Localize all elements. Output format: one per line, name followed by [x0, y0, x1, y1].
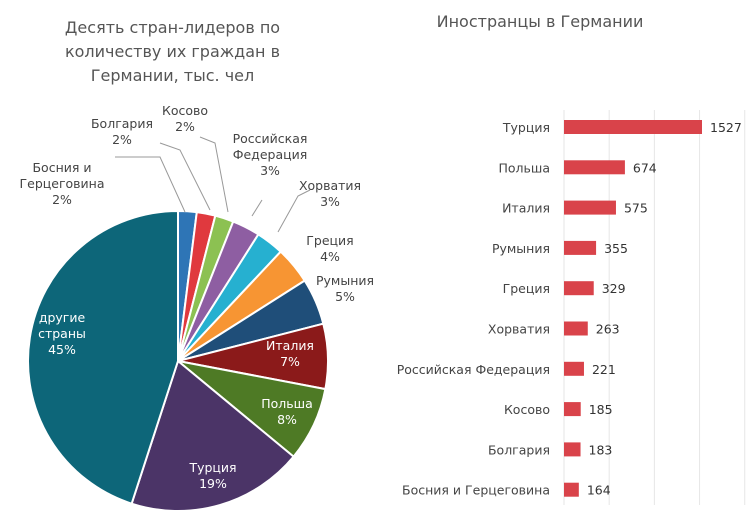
- bar-value-label: 221: [592, 362, 616, 377]
- bar-title: Иностранцы в Германии: [436, 12, 644, 31]
- bar-category-label: Греция: [503, 281, 550, 296]
- pie-slice-label: Польша: [261, 396, 313, 411]
- pie-slice-percent: 8%: [277, 412, 297, 427]
- bar: [564, 120, 702, 134]
- bar: [564, 160, 625, 175]
- leader-line: [159, 142, 211, 211]
- pie-slice-label: страны: [38, 326, 86, 341]
- pie-slice-label: другие: [39, 310, 86, 325]
- pie-slice: [27, 209, 179, 505]
- pie-slice-percent: 3%: [320, 194, 340, 209]
- pie-slice-label: Румыния: [316, 273, 374, 288]
- bar: [564, 321, 588, 336]
- pie-slice-percent: 2%: [112, 132, 132, 147]
- bar-category-label: Косово: [504, 402, 550, 417]
- pie-slice-label: Федерация: [233, 147, 308, 162]
- pie-slice-label: Греция: [306, 233, 353, 248]
- pie-slice-label: Российская: [233, 131, 308, 146]
- pie-slice-percent: 2%: [52, 192, 72, 207]
- pie-slice-percent: 3%: [260, 163, 280, 178]
- bar-value-label: 329: [602, 281, 626, 296]
- bar-category-label: Российская Федерация: [397, 362, 550, 377]
- bar-value-label: 164: [587, 483, 611, 498]
- leader-line: [115, 156, 186, 213]
- pie-slice-percent: 7%: [280, 354, 300, 369]
- bar: [564, 442, 581, 457]
- leader-line: [251, 199, 263, 217]
- bar-category-label: Босния и Герцеговина: [402, 483, 550, 498]
- bar-value-label: 1527: [710, 120, 742, 135]
- bar: [564, 361, 584, 376]
- pie-slice-label: Герцеговина: [20, 176, 105, 191]
- bar: [564, 281, 594, 296]
- bar-value-label: 355: [604, 241, 628, 256]
- pie-slice-label: Хорватия: [299, 178, 361, 193]
- pie-slice-percent: 4%: [320, 249, 340, 264]
- bar-category-label: Болгария: [488, 442, 550, 457]
- pie-slice-percent: 5%: [335, 289, 355, 304]
- pie-slice-label: Косово: [162, 103, 208, 118]
- pie-slice-percent: 19%: [199, 476, 227, 491]
- pie-slice-percent: 45%: [48, 342, 76, 357]
- pie-title-line: Германии, тыс. чел: [90, 66, 255, 85]
- pie-slice-percent: 2%: [175, 119, 195, 134]
- pie-slice-label: Болгария: [91, 116, 153, 131]
- pie-slice-label: Босния и: [32, 160, 91, 175]
- pie-slice-label: Турция: [188, 460, 236, 475]
- bar-value-label: 575: [624, 201, 648, 216]
- bar-category-label: Румыния: [492, 241, 550, 256]
- pie-title-line: Десять стран-лидеров по: [64, 18, 281, 37]
- bar: [564, 200, 616, 215]
- bar-category-label: Турция: [502, 120, 550, 135]
- bar-category-label: Италия: [502, 201, 550, 216]
- bar-value-label: 185: [589, 402, 613, 417]
- pie-slice: [130, 359, 295, 512]
- pie-slice-label: Италия: [266, 338, 314, 353]
- bar-category-label: Польша: [498, 160, 550, 175]
- leader-line: [277, 189, 311, 233]
- bar: [564, 402, 581, 417]
- bar-value-label: 183: [589, 442, 613, 457]
- pie-title: Десять стран-лидеров по количеству их гр…: [0, 16, 345, 88]
- bar-value-label: 263: [596, 322, 620, 337]
- bar: [564, 482, 579, 497]
- leader-line: [199, 136, 229, 213]
- bar-value-label: 674: [633, 160, 657, 175]
- bar: [564, 240, 597, 255]
- pie-title-line: количеству их граждан в: [64, 42, 281, 61]
- bar-category-label: Хорватия: [488, 322, 550, 337]
